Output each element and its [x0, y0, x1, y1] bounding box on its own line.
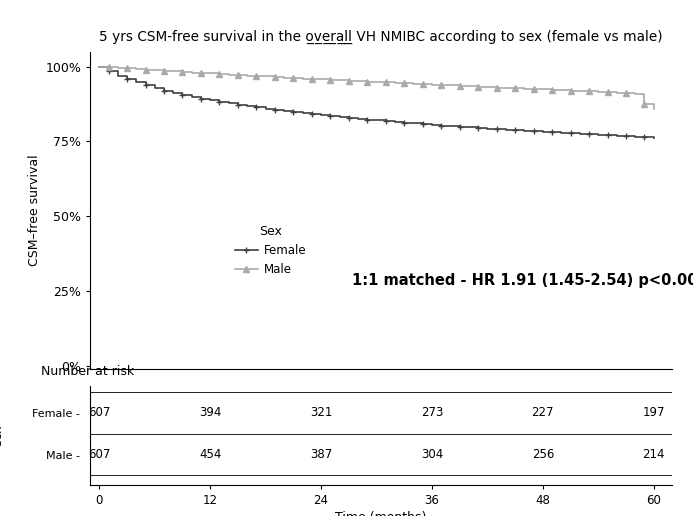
Text: 227: 227 — [532, 407, 554, 420]
Text: 1:1 matched - HR 1.91 (1.45-2.54) p<0.001: 1:1 matched - HR 1.91 (1.45-2.54) p<0.00… — [352, 273, 693, 288]
Text: 273: 273 — [421, 407, 443, 420]
Text: 214: 214 — [642, 448, 665, 461]
Legend: Female, Male: Female, Male — [230, 220, 311, 281]
Text: 256: 256 — [532, 448, 554, 461]
Text: 607: 607 — [88, 407, 110, 420]
Text: 304: 304 — [421, 448, 443, 461]
Text: 321: 321 — [310, 407, 332, 420]
Text: Number at risk: Number at risk — [41, 365, 134, 378]
Text: 387: 387 — [310, 448, 332, 461]
Title: 5 yrs CSM-free survival in the o̲v̲e̲r̲a̲l̲l̲ VH NMIBC according to sex (female : 5 yrs CSM-free survival in the o̲v̲e̲r̲a… — [99, 29, 663, 44]
Text: 394: 394 — [199, 407, 221, 420]
X-axis label: Time (months): Time (months) — [335, 511, 427, 516]
Y-axis label: Sex: Sex — [0, 425, 5, 446]
Text: 454: 454 — [199, 448, 221, 461]
Text: 607: 607 — [88, 448, 110, 461]
Y-axis label: CSM–free survival: CSM–free survival — [28, 155, 41, 266]
Text: 197: 197 — [642, 407, 665, 420]
